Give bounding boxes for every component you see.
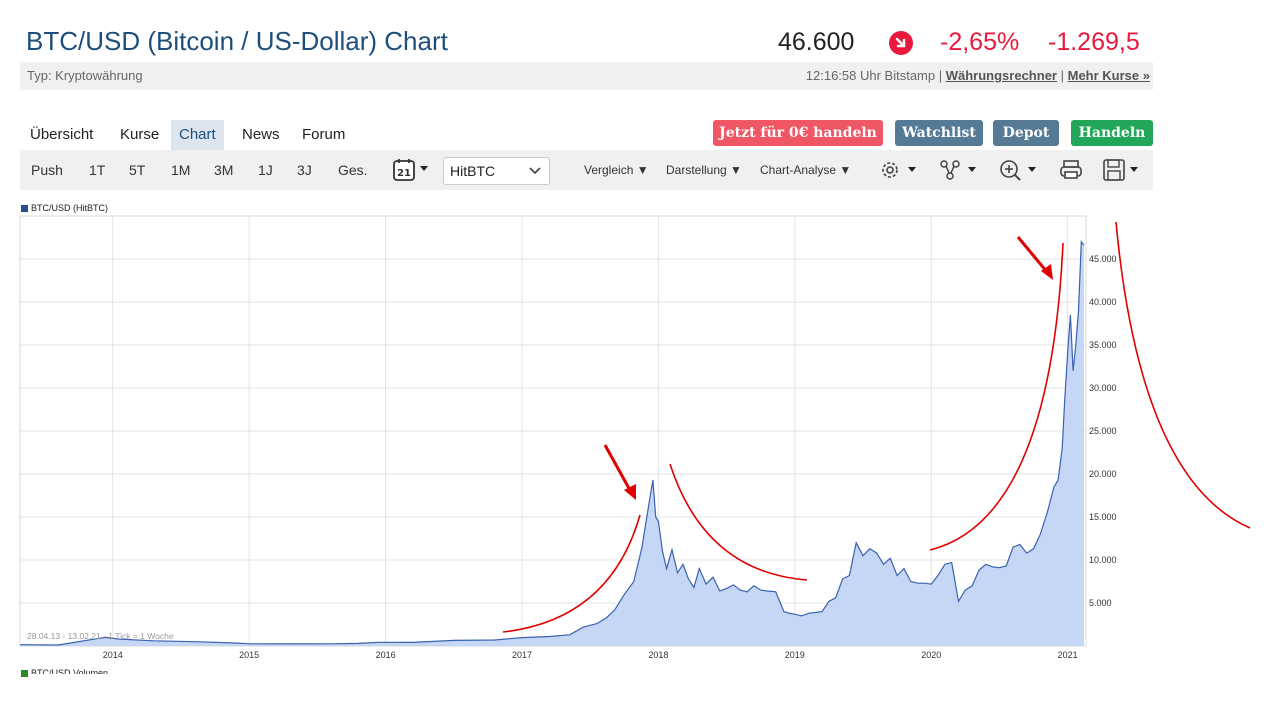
range-1m[interactable]: 1M <box>171 162 191 178</box>
y-tick-label: 25.000 <box>1089 426 1117 436</box>
annotation-arrow-2017 <box>603 444 633 493</box>
annotation-arc-2017 <box>502 514 641 633</box>
source-select-value: HitBTC <box>450 163 496 179</box>
range-5t[interactable]: 5T <box>129 162 146 178</box>
y-tick-label: 45.000 <box>1089 254 1117 264</box>
darstellung-menu[interactable]: Darstellung ▼ <box>666 163 742 177</box>
x-tick-label: 2015 <box>239 650 259 660</box>
volume-legend: BTC/USD Volumen <box>31 668 109 674</box>
info-bar <box>20 62 1153 90</box>
legend-swatch <box>21 205 28 212</box>
handeln-button[interactable]: Handeln <box>1071 120 1153 146</box>
timestamp-row: 12:16:58 Uhr Bitstamp | Währungsrechner … <box>806 68 1150 83</box>
y-tick-label: 35.000 <box>1089 340 1117 350</box>
range-1j[interactable]: 1J <box>258 162 273 178</box>
page-title: BTC/USD (Bitcoin / US-Dollar) Chart <box>26 26 448 56</box>
y-tick-label: 5.000 <box>1089 598 1112 608</box>
link-waehrungsrechner[interactable]: Währungsrechner <box>945 68 1057 83</box>
x-tick-label: 2021 <box>1058 650 1078 660</box>
depot-button[interactable]: Depot <box>993 120 1059 146</box>
chevron-down-icon <box>529 167 541 175</box>
y-tick-label: 20.000 <box>1089 469 1117 479</box>
range-ges[interactable]: Ges. <box>338 162 368 178</box>
chart-analyse-menu[interactable]: Chart-Analyse ▼ <box>760 163 852 177</box>
calendar-day: 21 <box>397 168 411 179</box>
chart-footnote: 28.04.13 - 13.02.21 - 1 Tick = 1 Woche <box>27 631 174 641</box>
print-icon[interactable] <box>1058 158 1084 187</box>
indicator-icon[interactable] <box>938 158 982 187</box>
save-icon[interactable] <box>1102 158 1146 187</box>
asset-type: Typ: Kryptowährung <box>27 68 143 83</box>
price-area <box>20 241 1084 647</box>
timestamp-source: 12:16:58 Uhr Bitstamp | <box>805 68 943 83</box>
watchlist-button[interactable]: Watchlist <box>895 120 983 146</box>
x-tick-label: 2017 <box>512 650 532 660</box>
annotation-arcs <box>502 221 1251 633</box>
y-tick-label: 40.000 <box>1089 297 1117 307</box>
x-tick-label: 2014 <box>103 650 123 660</box>
annotation-arc-decline <box>1115 221 1251 529</box>
current-price: 46.600 <box>778 28 855 56</box>
calendar-button[interactable]: 21 <box>392 157 432 183</box>
chart-legend: BTC/USD (HitBTC) <box>31 203 108 213</box>
volume-legend-swatch <box>21 670 28 677</box>
change-absolute: -1.269,5 <box>1048 28 1140 56</box>
x-tick-label: 2018 <box>648 650 668 660</box>
tab-chart[interactable]: Chart <box>171 120 224 150</box>
tab-kurse[interactable]: Kurse <box>120 126 160 143</box>
chart-toolbar <box>20 150 1153 190</box>
price-line <box>19 240 1085 646</box>
link-mehr-kurse[interactable]: Mehr Kurse » <box>1067 68 1150 83</box>
range-3m[interactable]: 3M <box>214 162 234 178</box>
x-tick-label: 2020 <box>921 650 941 660</box>
trend-down-icon <box>889 31 913 55</box>
range-1t[interactable]: 1T <box>89 162 106 178</box>
x-tick-label: 2016 <box>376 650 396 660</box>
annotation-arrow-2021 <box>1016 236 1049 273</box>
settings-gear-icon[interactable] <box>878 158 922 187</box>
tab-forum[interactable]: Forum <box>302 126 346 143</box>
annotation-arc-2020 <box>929 242 1064 551</box>
annotation-arc-2018 <box>669 463 808 581</box>
source-select[interactable]: HitBTC <box>443 157 550 185</box>
tab-uebersicht[interactable]: Übersicht <box>30 126 94 143</box>
y-tick-label: 15.000 <box>1089 512 1117 522</box>
separator: | <box>1060 68 1064 83</box>
x-tick-label: 2019 <box>785 650 805 660</box>
y-tick-label: 30.000 <box>1089 383 1117 393</box>
vergleich-menu[interactable]: Vergleich ▼ <box>584 163 649 177</box>
range-push[interactable]: Push <box>31 162 63 178</box>
y-tick-label: 10.000 <box>1089 555 1117 565</box>
change-percent: -2,65% <box>940 28 1020 56</box>
zoom-icon[interactable] <box>998 158 1042 187</box>
trade-free-button[interactable]: Jetzt für 0€ handeln <box>713 120 883 146</box>
tab-news[interactable]: News <box>242 126 280 143</box>
range-3j[interactable]: 3J <box>297 162 312 178</box>
